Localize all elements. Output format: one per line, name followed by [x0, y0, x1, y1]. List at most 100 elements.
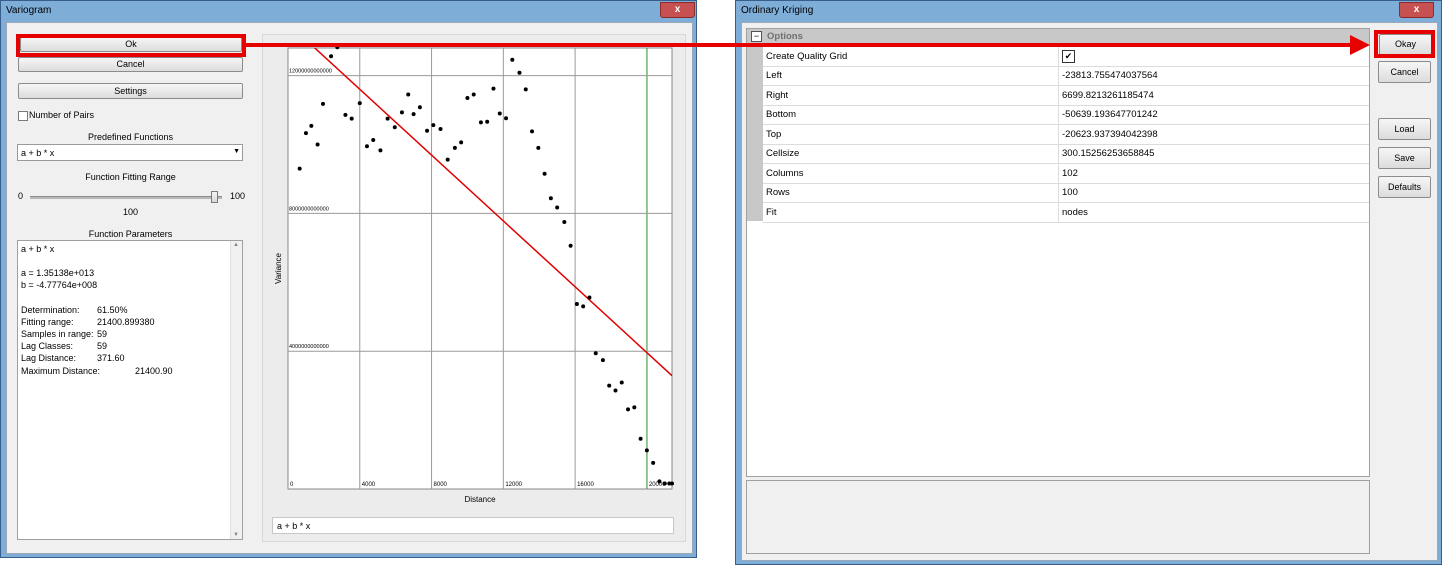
data-point: [364, 144, 369, 149]
property-value[interactable]: 100: [1058, 183, 1369, 203]
data-point: [438, 126, 443, 131]
options-category-label: Options: [767, 31, 803, 42]
data-point: [587, 295, 592, 300]
data-point: [644, 448, 649, 453]
data-point: [371, 137, 376, 142]
property-row[interactable]: Top -20623.937394042398: [763, 124, 1369, 145]
defaults-button[interactable]: Defaults: [1378, 176, 1431, 198]
number-of-pairs-checkbox[interactable]: [18, 111, 28, 121]
x-tick-label: 20000: [649, 482, 666, 488]
property-row[interactable]: Bottom -50639.193647701242: [763, 105, 1369, 125]
property-value[interactable]: 300.15256253658845: [1058, 144, 1369, 164]
property-name: Bottom: [763, 105, 1059, 125]
params-scrollbar[interactable]: ▲ ▼: [230, 241, 242, 539]
data-point: [626, 407, 631, 412]
property-row[interactable]: Fit nodes: [763, 202, 1369, 223]
variogram-title: Variogram: [6, 5, 52, 16]
data-point: [542, 171, 547, 176]
data-point: [548, 196, 553, 201]
slider-max-label: 100: [230, 191, 246, 201]
param-determination-value: 61.50%: [97, 305, 128, 315]
data-point: [329, 54, 334, 59]
x-tick-label: 8000: [434, 482, 448, 488]
slider-value-label: 100: [122, 207, 139, 217]
property-row[interactable]: Columns 102: [763, 163, 1369, 184]
slider-min-label: 0: [18, 191, 24, 201]
data-point: [385, 116, 390, 121]
param-max-distance-label: Maximum Distance:: [21, 366, 101, 376]
param-samples-label: Samples in range:: [21, 329, 94, 339]
variogram-chart[interactable]: 0 4000 8000 12000 16000 20000 4000000000000 800…: [272, 40, 676, 506]
data-point: [491, 86, 496, 91]
fit-line: [313, 48, 672, 377]
param-max-distance-value: 21400.90: [135, 366, 173, 376]
formula-field[interactable]: a + b * x: [272, 517, 674, 534]
okay-highlight-box: [1374, 30, 1435, 58]
param-determination-label: Determination:: [21, 305, 80, 315]
fitting-range-slider-track[interactable]: [30, 196, 222, 199]
function-parameters-box[interactable]: ▲ ▼: [17, 240, 243, 540]
data-point: [651, 460, 656, 465]
data-point: [471, 92, 476, 97]
property-name: Left: [763, 66, 1059, 86]
property-row[interactable]: Left -23813.755474037564: [763, 66, 1369, 86]
data-point: [297, 166, 302, 171]
property-value[interactable]: -50639.193647701242: [1058, 105, 1369, 125]
kriging-cancel-button[interactable]: Cancel: [1378, 61, 1431, 83]
x-tick-label: 12000: [505, 482, 522, 488]
data-point: [510, 57, 515, 62]
param-samples-value: 59: [97, 329, 108, 339]
data-point: [536, 145, 541, 150]
data-point: [357, 101, 362, 106]
predefined-functions-select[interactable]: a + b * x ▼: [17, 144, 243, 161]
property-name: Fit: [763, 202, 1059, 223]
property-value[interactable]: 6699.8213261185474: [1058, 85, 1369, 106]
property-value[interactable]: -23813.755474037564: [1058, 66, 1369, 86]
param-lag-classes-value: 59: [97, 341, 108, 351]
property-row[interactable]: Cellsize 300.15256253658845: [763, 144, 1369, 164]
data-point: [320, 101, 325, 106]
data-point: [568, 243, 573, 248]
variogram-titlebar[interactable]: Variogram x: [1, 1, 696, 22]
kriging-close-button[interactable]: x: [1399, 2, 1434, 18]
param-lag-classes-label: Lag Classes:: [21, 341, 74, 351]
data-point: [425, 128, 430, 133]
property-value[interactable]: ✔: [1058, 47, 1369, 67]
property-value[interactable]: -20623.937394042398: [1058, 124, 1369, 145]
fitting-range-label: Function Fitting Range: [85, 172, 176, 182]
data-point: [662, 481, 667, 486]
data-point: [638, 436, 643, 441]
data-point: [459, 140, 464, 145]
data-point: [619, 380, 624, 385]
options-category-row[interactable]: − Options: [747, 29, 1369, 45]
variogram-settings-button[interactable]: Settings: [18, 83, 243, 99]
property-row[interactable]: Rows 100: [763, 183, 1369, 203]
data-point: [504, 116, 509, 121]
fitting-range-slider-thumb[interactable]: [211, 191, 218, 203]
data-point: [399, 110, 404, 115]
property-row[interactable]: Right 6699.8213261185474: [763, 85, 1369, 106]
y-axis-label: Variance: [274, 252, 283, 284]
predefined-functions-label: Predefined Functions: [87, 132, 174, 142]
collapse-icon[interactable]: −: [751, 31, 762, 42]
load-button[interactable]: Load: [1378, 118, 1431, 140]
property-value[interactable]: 102: [1058, 163, 1369, 184]
property-value[interactable]: nodes: [1058, 202, 1369, 223]
variogram-close-button[interactable]: x: [660, 2, 695, 18]
data-point: [607, 383, 612, 388]
property-name: Columns: [763, 163, 1059, 184]
y-tick-label: 8000000000000: [289, 206, 329, 212]
property-description: [746, 480, 1370, 554]
kriging-titlebar[interactable]: Ordinary Kriging x: [736, 1, 1441, 22]
data-point: [378, 148, 383, 153]
variogram-cancel-button[interactable]: Cancel: [18, 57, 243, 72]
property-row[interactable]: Create Quality Grid ✔: [763, 47, 1369, 67]
save-button[interactable]: Save: [1378, 147, 1431, 169]
quality-grid-checkbox[interactable]: ✔: [1062, 49, 1075, 63]
param-fitting-range-label: Fitting range:: [21, 317, 74, 327]
param-formula: a + b * x: [21, 244, 55, 254]
data-point: [632, 405, 637, 410]
data-point: [562, 219, 567, 224]
data-point: [343, 112, 348, 117]
data-point: [431, 123, 436, 128]
